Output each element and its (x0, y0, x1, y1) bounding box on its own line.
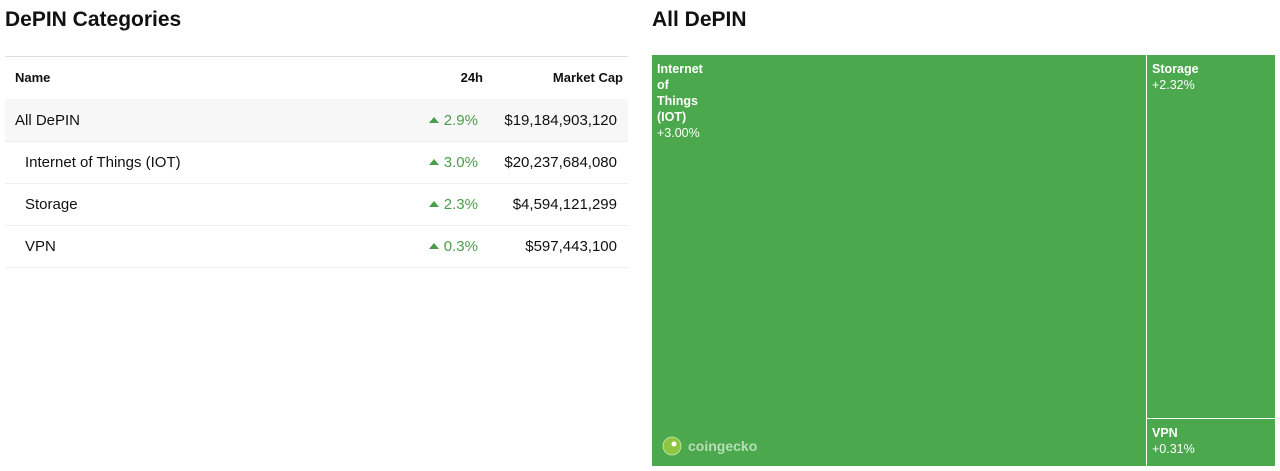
tile-change: +3.00% (657, 126, 700, 140)
cell-name: Internet of Things (IOT) (25, 154, 181, 171)
tile-change: +0.31% (1152, 442, 1195, 456)
column-header[interactable]: Market Cap (552, 70, 623, 85)
column-header: Name (15, 70, 51, 85)
treemap-tile[interactable]: VPN +0.31% (1147, 419, 1275, 466)
cell-change: 0.3% (429, 238, 478, 255)
tile-label: VPN (1152, 426, 1178, 440)
table-row[interactable]: Internet of Things (IOT) 3.0% $20,237,684,… (5, 141, 628, 184)
section-title: All DePIN (652, 8, 747, 31)
table-header (5, 56, 628, 100)
cell-name: VPN (25, 238, 56, 255)
cell-market-cap: $19,184,903,120 (504, 112, 617, 129)
treemap-tile[interactable]: Internet of Things (IOT) +3.00% coingeck… (652, 55, 1146, 466)
cell-name: All DePIN (15, 112, 81, 129)
cell-change: 2.9% (429, 112, 478, 129)
treemap-tile[interactable]: Storage +2.32% (1147, 55, 1275, 418)
tile-change: +2.32% (1152, 78, 1195, 92)
brand-name: coingecko (688, 438, 758, 454)
cell-change: 2.3% (429, 196, 478, 213)
brand-logo (662, 436, 682, 456)
table-row[interactable]: Storage 2.3% $4,594,121,299 (5, 183, 628, 226)
tile-label: Storage (1152, 62, 1199, 76)
cell-market-cap: $597,443,100 (525, 238, 617, 255)
brand: coingecko (662, 436, 757, 456)
section-title: DePIN Categories (5, 8, 182, 31)
table-row[interactable]: VPN 0.3% $597,443,100 (5, 225, 628, 268)
cell-market-cap: $4,594,121,299 (512, 196, 617, 213)
cell-market-cap: $20,237,684,080 (504, 154, 617, 171)
column-header[interactable]: 24h (460, 70, 483, 85)
table-row[interactable]: All DePIN 2.9% $19,184,903,120 (5, 99, 628, 142)
tile-label: Internet of Things (IOT) (657, 62, 703, 124)
cell-name: Storage (25, 196, 78, 213)
cell-change: 3.0% (429, 154, 478, 171)
